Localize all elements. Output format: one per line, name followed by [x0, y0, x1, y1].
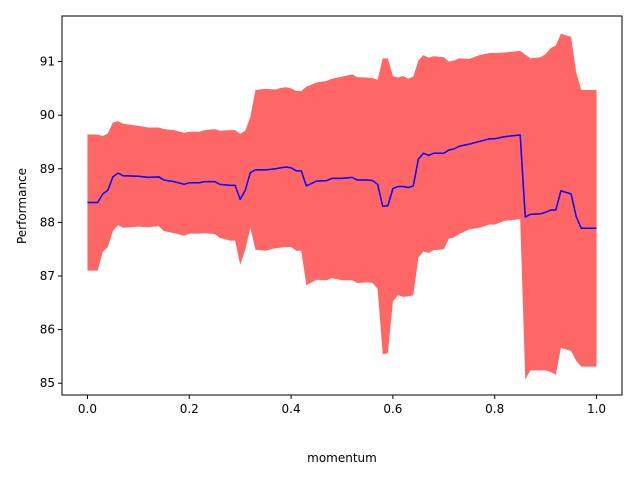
x-tick-label: 0.4: [282, 402, 301, 416]
y-tick-label: 91: [40, 55, 55, 69]
y-tick-label: 89: [40, 162, 55, 176]
y-tick-label: 85: [40, 376, 55, 390]
x-tick-label: 1.0: [587, 402, 606, 416]
x-axis: 0.0 0.2 0.4 0.6 0.8 1.0: [78, 395, 606, 416]
y-tick-label: 88: [40, 215, 55, 229]
plot-area: [87, 33, 597, 380]
x-axis-label: momentum: [307, 451, 377, 465]
y-tick-label: 90: [40, 108, 55, 122]
axes-frame: [61, 15, 623, 396]
y-tick-label: 86: [40, 323, 55, 337]
x-tick-label: 0.2: [180, 402, 199, 416]
performance-line: [87, 134, 597, 230]
y-tick-label: 87: [40, 269, 55, 283]
y-axis-label: Performance: [15, 168, 29, 244]
x-tick-label: 0.8: [485, 402, 504, 416]
x-tick-label: 0.0: [78, 402, 97, 416]
y-axis: 85 86 87 88 89 90 91: [40, 55, 62, 390]
uncertainty-band: [87, 33, 597, 380]
x-tick-label: 0.6: [383, 402, 402, 416]
